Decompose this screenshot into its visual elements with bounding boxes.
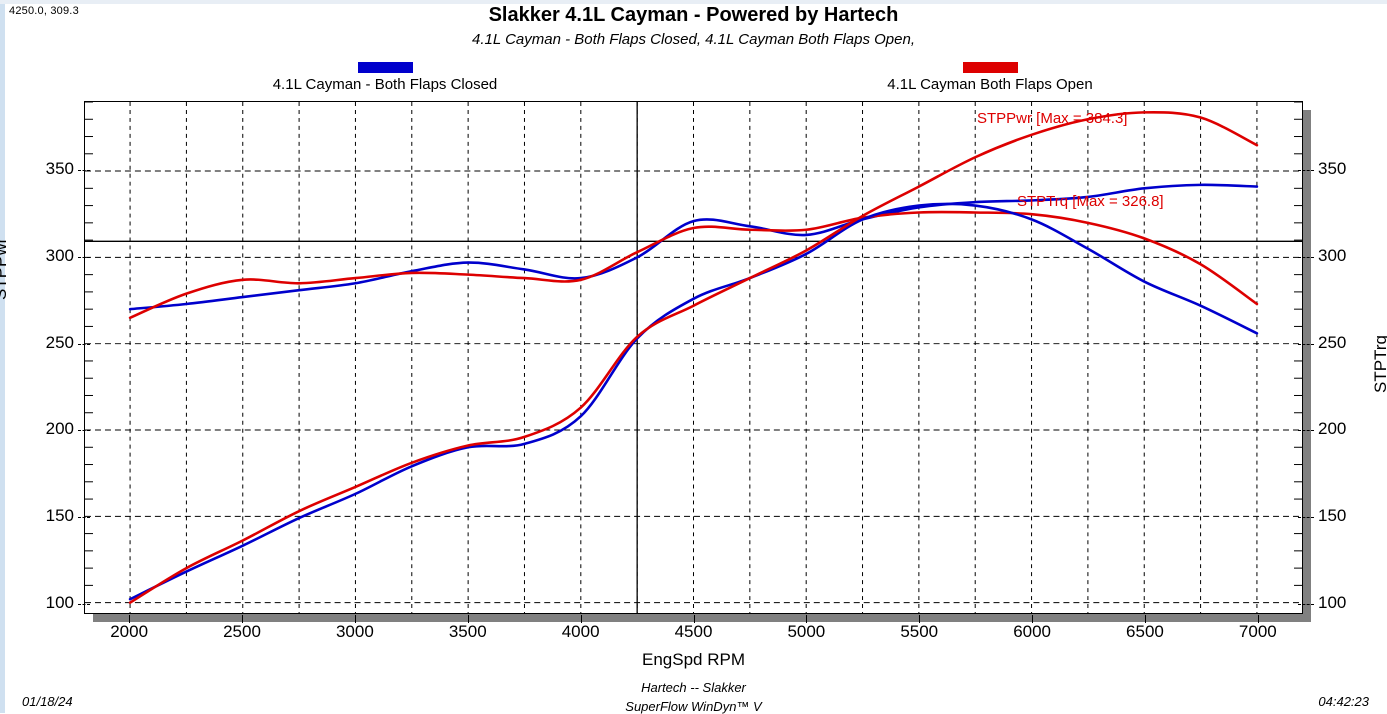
y-axis-left-tick-label: 100 xyxy=(45,592,74,612)
y-axis-right-tick-label: 150 xyxy=(1318,505,1347,525)
x-axis-tick-label: 4000 xyxy=(561,622,600,641)
y-axis-right-tick-mark xyxy=(1298,430,1314,432)
y-axis-left-tick-label: 350 xyxy=(45,159,74,179)
x-axis-tick-label: 5000 xyxy=(787,622,826,641)
x-axis-tick-mark xyxy=(1032,615,1034,623)
window-top-edge xyxy=(0,0,1387,4)
x-axis-tick-label: 3000 xyxy=(335,622,374,641)
footer-date: 01/18/24 xyxy=(22,694,73,709)
legend-label-flaps-closed: 4.1L Cayman - Both Flaps Closed xyxy=(272,76,498,93)
footer-time: 04:42:23 xyxy=(1318,694,1369,709)
x-axis-tick-mark xyxy=(467,615,469,623)
series-curve xyxy=(128,183,1259,311)
y-axis-right-tick-label: 200 xyxy=(1318,419,1347,439)
chart-subtitle: 4.1L Cayman - Both Flaps Closed, 4.1L Ca… xyxy=(471,31,916,48)
y-axis-left-tick-label: 200 xyxy=(45,419,74,439)
x-axis-tick-label: 3500 xyxy=(448,622,487,641)
chart-title: Slakker 4.1L Cayman - Powered by Hartech xyxy=(488,4,899,26)
x-axis-tick-label: 4500 xyxy=(674,622,713,641)
y-axis-right-title: STPTrq xyxy=(1371,335,1387,393)
x-axis-tick-mark xyxy=(806,615,808,623)
y-axis-left-tick-mark xyxy=(78,256,90,259)
x-axis-tick-mark xyxy=(1257,615,1259,623)
x-axis-tick-label: 6500 xyxy=(1126,622,1164,641)
tick-marks-minor-y xyxy=(85,102,1302,586)
x-axis-tick-mark xyxy=(919,615,921,623)
footer-operator: Hartech -- Slakker xyxy=(641,680,746,695)
y-axis-left-tick-mark xyxy=(78,343,90,346)
x-axis-tick-mark xyxy=(580,615,582,623)
x-axis-title: EngSpd RPM xyxy=(642,650,745,669)
window-left-edge xyxy=(0,0,5,713)
y-axis-left-tick-label: 250 xyxy=(45,332,74,352)
y-axis-right-tick-mark xyxy=(1298,170,1314,172)
cursor-crosshair xyxy=(85,102,1302,613)
annotation-power-max: STPPwr [Max = 384.3] xyxy=(977,110,1128,127)
x-axis-tick-label: 2000 xyxy=(110,622,149,641)
y-axis-left-tick-mark xyxy=(78,430,90,432)
x-axis-tick-mark xyxy=(242,615,244,623)
y-axis-right-tick-label: 350 xyxy=(1318,159,1347,179)
y-axis-right-tick-label: 100 xyxy=(1318,592,1347,612)
grid-minor-vertical xyxy=(129,102,1258,613)
x-axis-tick-label: 7000 xyxy=(1238,622,1277,641)
x-axis-tick-mark xyxy=(1144,615,1146,623)
y-axis-left-tick-label: 150 xyxy=(45,505,74,525)
y-axis-right-tick-mark xyxy=(1298,256,1314,259)
plot-canvas xyxy=(85,102,1302,613)
y-axis-left-title: STPPwr xyxy=(0,237,10,300)
x-axis-tick-mark xyxy=(354,615,356,623)
plot-area[interactable] xyxy=(84,101,1303,614)
y-axis-right-tick-label: 300 xyxy=(1318,245,1347,265)
x-axis-tick-mark xyxy=(129,615,131,623)
y-axis-left-tick-mark xyxy=(78,603,90,606)
legend-label-flaps-open: 4.1L Cayman Both Flaps Open xyxy=(887,76,1093,93)
x-axis-tick-mark xyxy=(693,615,695,623)
series-curve xyxy=(128,210,1259,320)
annotation-torque-max: STPTrq [Max = 326.8] xyxy=(1017,193,1164,210)
series-curve xyxy=(128,202,1259,601)
y-axis-left-tick-mark xyxy=(78,170,90,172)
legend-swatch-red xyxy=(962,62,1018,73)
y-axis-right-tick-mark xyxy=(1298,603,1314,606)
y-axis-right-tick-label: 250 xyxy=(1318,332,1347,352)
legend-item-flaps-closed[interactable]: 4.1L Cayman - Both Flaps Closed xyxy=(135,62,635,93)
x-axis-tick-label: 6000 xyxy=(1013,622,1052,641)
footer-software: SuperFlow WinDyn™ V xyxy=(625,699,762,714)
y-axis-left-tick-label: 300 xyxy=(45,245,74,265)
legend-swatch-blue xyxy=(357,62,413,73)
y-axis-right-tick-mark xyxy=(1298,343,1314,346)
grid-major-horizontal xyxy=(85,170,1302,604)
legend-item-flaps-open[interactable]: 4.1L Cayman Both Flaps Open xyxy=(740,62,1240,93)
x-axis-tick-label: 2500 xyxy=(223,622,261,641)
x-axis-tick-label: 5500 xyxy=(900,622,939,641)
series-curve xyxy=(128,110,1259,604)
data-curves xyxy=(128,110,1259,604)
y-axis-right-tick-mark xyxy=(1298,516,1314,519)
y-axis-left-tick-mark xyxy=(78,516,90,519)
cursor-coordinate-readout: 4250.0, 309.3 xyxy=(9,5,79,17)
